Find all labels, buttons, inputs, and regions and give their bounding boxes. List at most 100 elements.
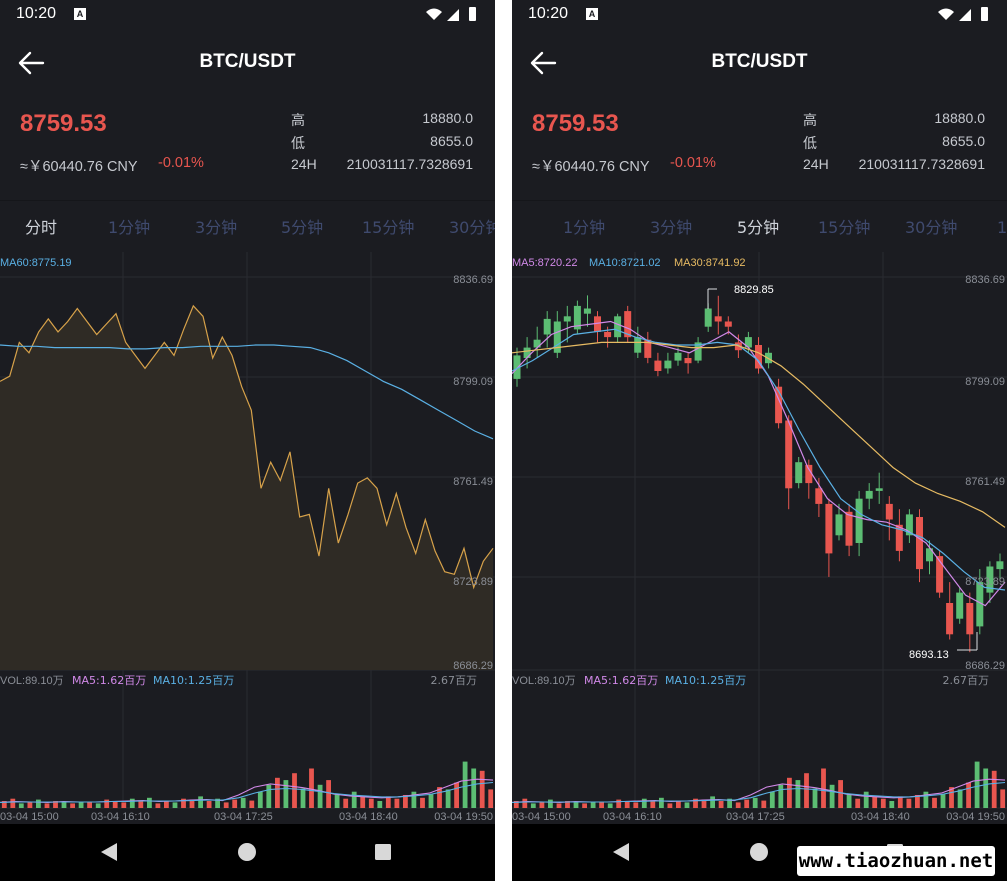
volume-bar — [403, 795, 408, 808]
volume-bar — [70, 803, 75, 808]
volume-bar — [368, 798, 374, 808]
candle-body — [724, 321, 732, 327]
volume-bar — [61, 802, 67, 808]
vol-ma5-legend: MA5:1.62百万 — [584, 674, 658, 687]
candle-body — [684, 358, 692, 364]
volume-bar — [590, 801, 596, 808]
notification-icon: A — [74, 8, 86, 20]
volume-bar — [334, 794, 340, 808]
candle-body — [553, 321, 561, 353]
tab-3min[interactable]: 3分钟 — [195, 218, 238, 237]
nav-back-icon[interactable] — [612, 842, 630, 862]
volume-bar — [232, 799, 238, 808]
volume-bar — [95, 803, 101, 808]
vol-max-label: 2.67百万 — [943, 674, 990, 687]
tab-5min[interactable]: 5分钟 — [737, 218, 780, 237]
wifi-icon — [426, 8, 442, 20]
volume-bar — [420, 797, 425, 808]
change-percent: -0.01% — [670, 155, 716, 171]
volume-bar — [863, 791, 869, 808]
y-tick: 8723.89 — [965, 576, 1005, 588]
volume-bar — [44, 803, 50, 808]
candle-body — [755, 345, 762, 369]
volume-bar — [104, 799, 110, 808]
low-label: 低 — [803, 135, 817, 151]
tab-1hour[interactable]: 1小时 — [997, 218, 1007, 237]
volume-bar — [701, 799, 707, 808]
volume-bars — [1, 761, 494, 808]
volume-bar — [744, 799, 750, 808]
volume-bar — [223, 802, 229, 808]
tab-1min[interactable]: 1分钟 — [108, 218, 151, 237]
kline-chart[interactable]: MA5:8720.22 MA10:8721.02 MA30:8741.92 88… — [512, 252, 1007, 824]
vol-legend: VOL:89.10万 — [0, 675, 64, 687]
volume-bar — [198, 796, 203, 808]
volume-bar — [522, 798, 528, 808]
volume-bar — [889, 801, 895, 808]
volume-bar — [991, 770, 997, 808]
tab-time-sharing[interactable]: 分时 — [25, 218, 58, 237]
signal-icon — [959, 9, 971, 21]
candlesticks — [513, 295, 1004, 653]
volume-24h-value: 210031117.7328691 — [346, 156, 473, 172]
max-price-label: 8829.85 — [734, 284, 774, 296]
tab-5min[interactable]: 5分钟 — [281, 218, 324, 237]
y-tick: 8836.69 — [453, 274, 493, 286]
volume-bar — [573, 802, 579, 808]
x-tick: 03-04 15:00 — [0, 811, 59, 823]
battery-icon — [981, 7, 988, 21]
tab-30min[interactable]: 30分钟 — [905, 218, 958, 237]
volume-bar — [787, 777, 792, 808]
low-value: 8655.0 — [430, 133, 473, 149]
volume-bar — [215, 798, 220, 808]
nav-home-icon[interactable] — [749, 842, 769, 862]
volume-bar — [428, 794, 434, 808]
volume-bar — [846, 794, 852, 808]
volume-bar — [112, 801, 118, 808]
volume-bar — [966, 782, 971, 808]
candle-body — [885, 503, 893, 520]
volume-bar — [292, 773, 297, 808]
volume-bar — [607, 803, 613, 808]
volume-bar — [351, 791, 357, 808]
low-label: 低 — [291, 135, 305, 151]
app-bar: BTC/USDT — [512, 40, 1007, 84]
nav-home-icon[interactable] — [237, 842, 257, 862]
volume-bar — [488, 789, 494, 808]
volume-bar — [710, 796, 715, 808]
candle-body — [795, 462, 803, 484]
x-tick: 03-04 16:10 — [91, 811, 150, 823]
ma10-line — [512, 328, 1006, 591]
cny-price: ≈￥60440.76 CNY — [20, 159, 138, 175]
tab-15min[interactable]: 15分钟 — [818, 218, 871, 237]
nav-back-icon[interactable] — [100, 842, 118, 862]
time-sharing-chart[interactable]: MA60:8775.19 8836.69 8799.09 8761.49 872… — [0, 252, 495, 824]
status-bar: 10:20 A — [0, 0, 495, 28]
volume-bar — [206, 801, 212, 808]
volume-bar — [906, 798, 912, 808]
back-arrow-icon[interactable] — [528, 48, 558, 78]
candle-body — [654, 360, 662, 371]
tab-30min[interactable]: 30分钟 — [449, 218, 495, 237]
y-tick: 8686.29 — [453, 660, 493, 672]
volume-bar — [872, 796, 878, 808]
volume-bar — [189, 799, 195, 808]
candle-body — [563, 316, 571, 322]
candle-body — [815, 488, 823, 504]
tab-1min[interactable]: 1分钟 — [563, 218, 606, 237]
kline-screen: 10:20 A BTC/USDT 8759.53 ≈￥60440.76 CNY … — [512, 0, 1007, 881]
tab-15min[interactable]: 15分钟 — [362, 218, 415, 237]
volume-bars — [513, 761, 1006, 808]
volume-bar — [78, 801, 84, 808]
tab-3min[interactable]: 3分钟 — [650, 218, 693, 237]
back-arrow-icon[interactable] — [16, 48, 46, 78]
volume-bar — [360, 796, 366, 808]
volume-bar — [249, 800, 255, 808]
x-tick: 03-04 19:50 — [946, 811, 1005, 823]
vol-ma10-legend: MA10:1.25百万 — [153, 674, 234, 687]
system-nav-bar — [0, 824, 495, 881]
nav-recents-icon[interactable] — [374, 843, 392, 861]
volume-bar — [266, 784, 272, 808]
y-tick: 8799.09 — [453, 376, 493, 388]
candle-body — [775, 386, 783, 424]
